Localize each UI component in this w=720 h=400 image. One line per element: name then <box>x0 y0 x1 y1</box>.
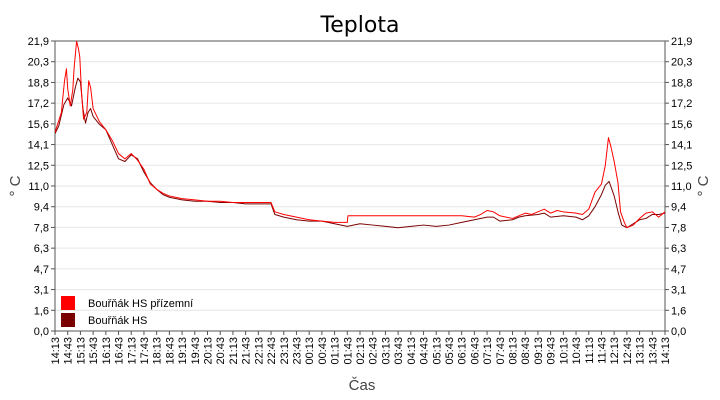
x-tick-label: 11:13 <box>584 337 596 364</box>
y-tick-label: 14,1 <box>671 140 692 152</box>
x-tick-label: 10:43 <box>571 337 583 365</box>
y-tick-label: 12,5 <box>28 160 49 172</box>
x-tick-label: 15:43 <box>88 337 100 365</box>
y-tick-label: 20,3 <box>28 57 49 69</box>
y-tick-label: 12,5 <box>671 160 692 172</box>
x-tick-label: 18:13 <box>152 337 164 365</box>
legend-label: Bouřňák HS přízemní <box>88 298 193 310</box>
y-tick-label: 6,3 <box>671 243 686 255</box>
x-tick-label: 18:43 <box>164 337 176 365</box>
series-line <box>55 41 665 229</box>
y-tick-label: 4,7 <box>34 264 49 276</box>
x-tick-label: 01:13 <box>330 337 342 365</box>
y-tick-label: 11,0 <box>671 181 692 193</box>
x-tick-label: 06:13 <box>457 337 469 365</box>
x-tick-label: 10:13 <box>558 337 570 365</box>
x-tick-label: 16:43 <box>114 337 126 365</box>
y-axis-title-left: ° C <box>7 175 24 196</box>
x-tick-label: 14:43 <box>63 337 75 365</box>
y-tick-label: 3,1 <box>34 285 49 297</box>
y-tick-label: 3,1 <box>671 285 686 297</box>
series-line <box>55 77 665 229</box>
x-tick-label: 09:43 <box>546 337 558 365</box>
x-tick-label: 02:13 <box>355 337 367 365</box>
legend-swatch <box>61 313 75 327</box>
x-axis-title: Čas <box>349 377 376 394</box>
x-tick-label: 19:13 <box>177 337 189 365</box>
x-tick-label: 05:13 <box>431 337 443 365</box>
y-tick-label: 15,6 <box>28 119 49 131</box>
x-tick-label: 02:43 <box>368 337 380 365</box>
x-tick-label: 08:13 <box>508 337 520 365</box>
x-tick-label: 22:43 <box>266 337 278 365</box>
x-tick-label: 14:13 <box>660 337 672 365</box>
x-tick-label: 20:43 <box>215 337 227 365</box>
x-tick-label: 21:43 <box>241 337 253 365</box>
x-tick-label: 01:43 <box>342 337 354 365</box>
x-tick-label: 00:43 <box>317 337 329 365</box>
x-tick-label: 13:43 <box>647 337 659 365</box>
y-tick-label: 17,2 <box>671 98 692 110</box>
x-tick-label: 17:43 <box>139 337 151 365</box>
x-axis: 14:13 14:43 15:13 15:43 16:13 16:43 17:13 17:43… <box>50 331 672 365</box>
x-tick-label: 05:43 <box>444 337 456 365</box>
x-tick-label: 07:13 <box>482 337 494 365</box>
y-axis-title-right: ° C <box>695 175 712 196</box>
x-tick-label: 19:43 <box>190 337 202 365</box>
x-tick-label: 07:43 <box>495 337 507 365</box>
y-tick-label: 6,3 <box>34 243 49 255</box>
x-tick-label: 03:13 <box>380 337 392 365</box>
y-tick-label: 4,7 <box>671 264 686 276</box>
x-tick-label: 15:13 <box>75 337 87 365</box>
x-tick-label: 03:43 <box>393 337 405 365</box>
series-lines <box>55 41 665 229</box>
y-tick-label: 7,8 <box>671 222 686 234</box>
x-tick-label: 13:13 <box>635 337 647 365</box>
chart-title: Teplota <box>320 13 400 38</box>
x-tick-label: 04:13 <box>406 337 418 365</box>
x-tick-label: 14:13 <box>50 337 62 365</box>
x-tick-label: 20:13 <box>203 337 215 365</box>
x-tick-label: 21:13 <box>228 337 240 365</box>
y-tick-label: 14,1 <box>28 140 49 152</box>
x-tick-label: 17:13 <box>126 337 138 365</box>
y-axis-right: 0,0 1,6 3,1 4,7 6,3 7,8 9,4 11,0 12,5 14,1 15,6 17,… <box>665 36 692 338</box>
y-tick-label: 7,8 <box>34 222 49 234</box>
x-tick-label: 16:13 <box>101 337 113 365</box>
y-tick-label: 9,4 <box>671 202 686 214</box>
y-tick-label: 0,0 <box>671 326 686 338</box>
x-tick-label: 00:13 <box>304 337 316 365</box>
y-tick-label: 21,9 <box>28 36 49 48</box>
y-tick-label: 1,6 <box>34 305 49 317</box>
x-tick-label: 08:43 <box>520 337 532 365</box>
y-tick-label: 20,3 <box>671 57 692 69</box>
y-tick-label: 18,8 <box>28 77 49 89</box>
y-tick-label: 0,0 <box>34 326 49 338</box>
y-tick-label: 15,6 <box>671 119 692 131</box>
x-tick-label: 23:43 <box>291 337 303 365</box>
legend: Bouřňák HS přízemní Bouřňák HS <box>61 296 193 327</box>
x-tick-label: 09:13 <box>533 337 545 365</box>
y-tick-label: 18,8 <box>671 77 692 89</box>
y-tick-label: 11,0 <box>28 181 49 193</box>
y-tick-label: 1,6 <box>671 305 686 317</box>
x-tick-label: 12:43 <box>622 337 634 365</box>
x-tick-label: 11:43 <box>596 337 608 364</box>
x-tick-label: 22:13 <box>253 337 265 365</box>
x-tick-label: 04:43 <box>419 337 431 365</box>
legend-label: Bouřňák HS <box>88 315 147 327</box>
y-tick-label: 17,2 <box>28 98 49 110</box>
legend-swatch <box>61 296 75 310</box>
y-tick-label: 9,4 <box>34 202 49 214</box>
y-axis-left: 0,0 1,6 3,1 4,7 6,3 7,8 9,4 11,0 12,5 14,1 15,6 17,… <box>28 36 55 338</box>
x-tick-label: 06:43 <box>469 337 481 365</box>
x-tick-label: 23:13 <box>279 337 291 365</box>
y-tick-label: 21,9 <box>671 36 692 48</box>
x-tick-label: 12:13 <box>609 337 621 365</box>
